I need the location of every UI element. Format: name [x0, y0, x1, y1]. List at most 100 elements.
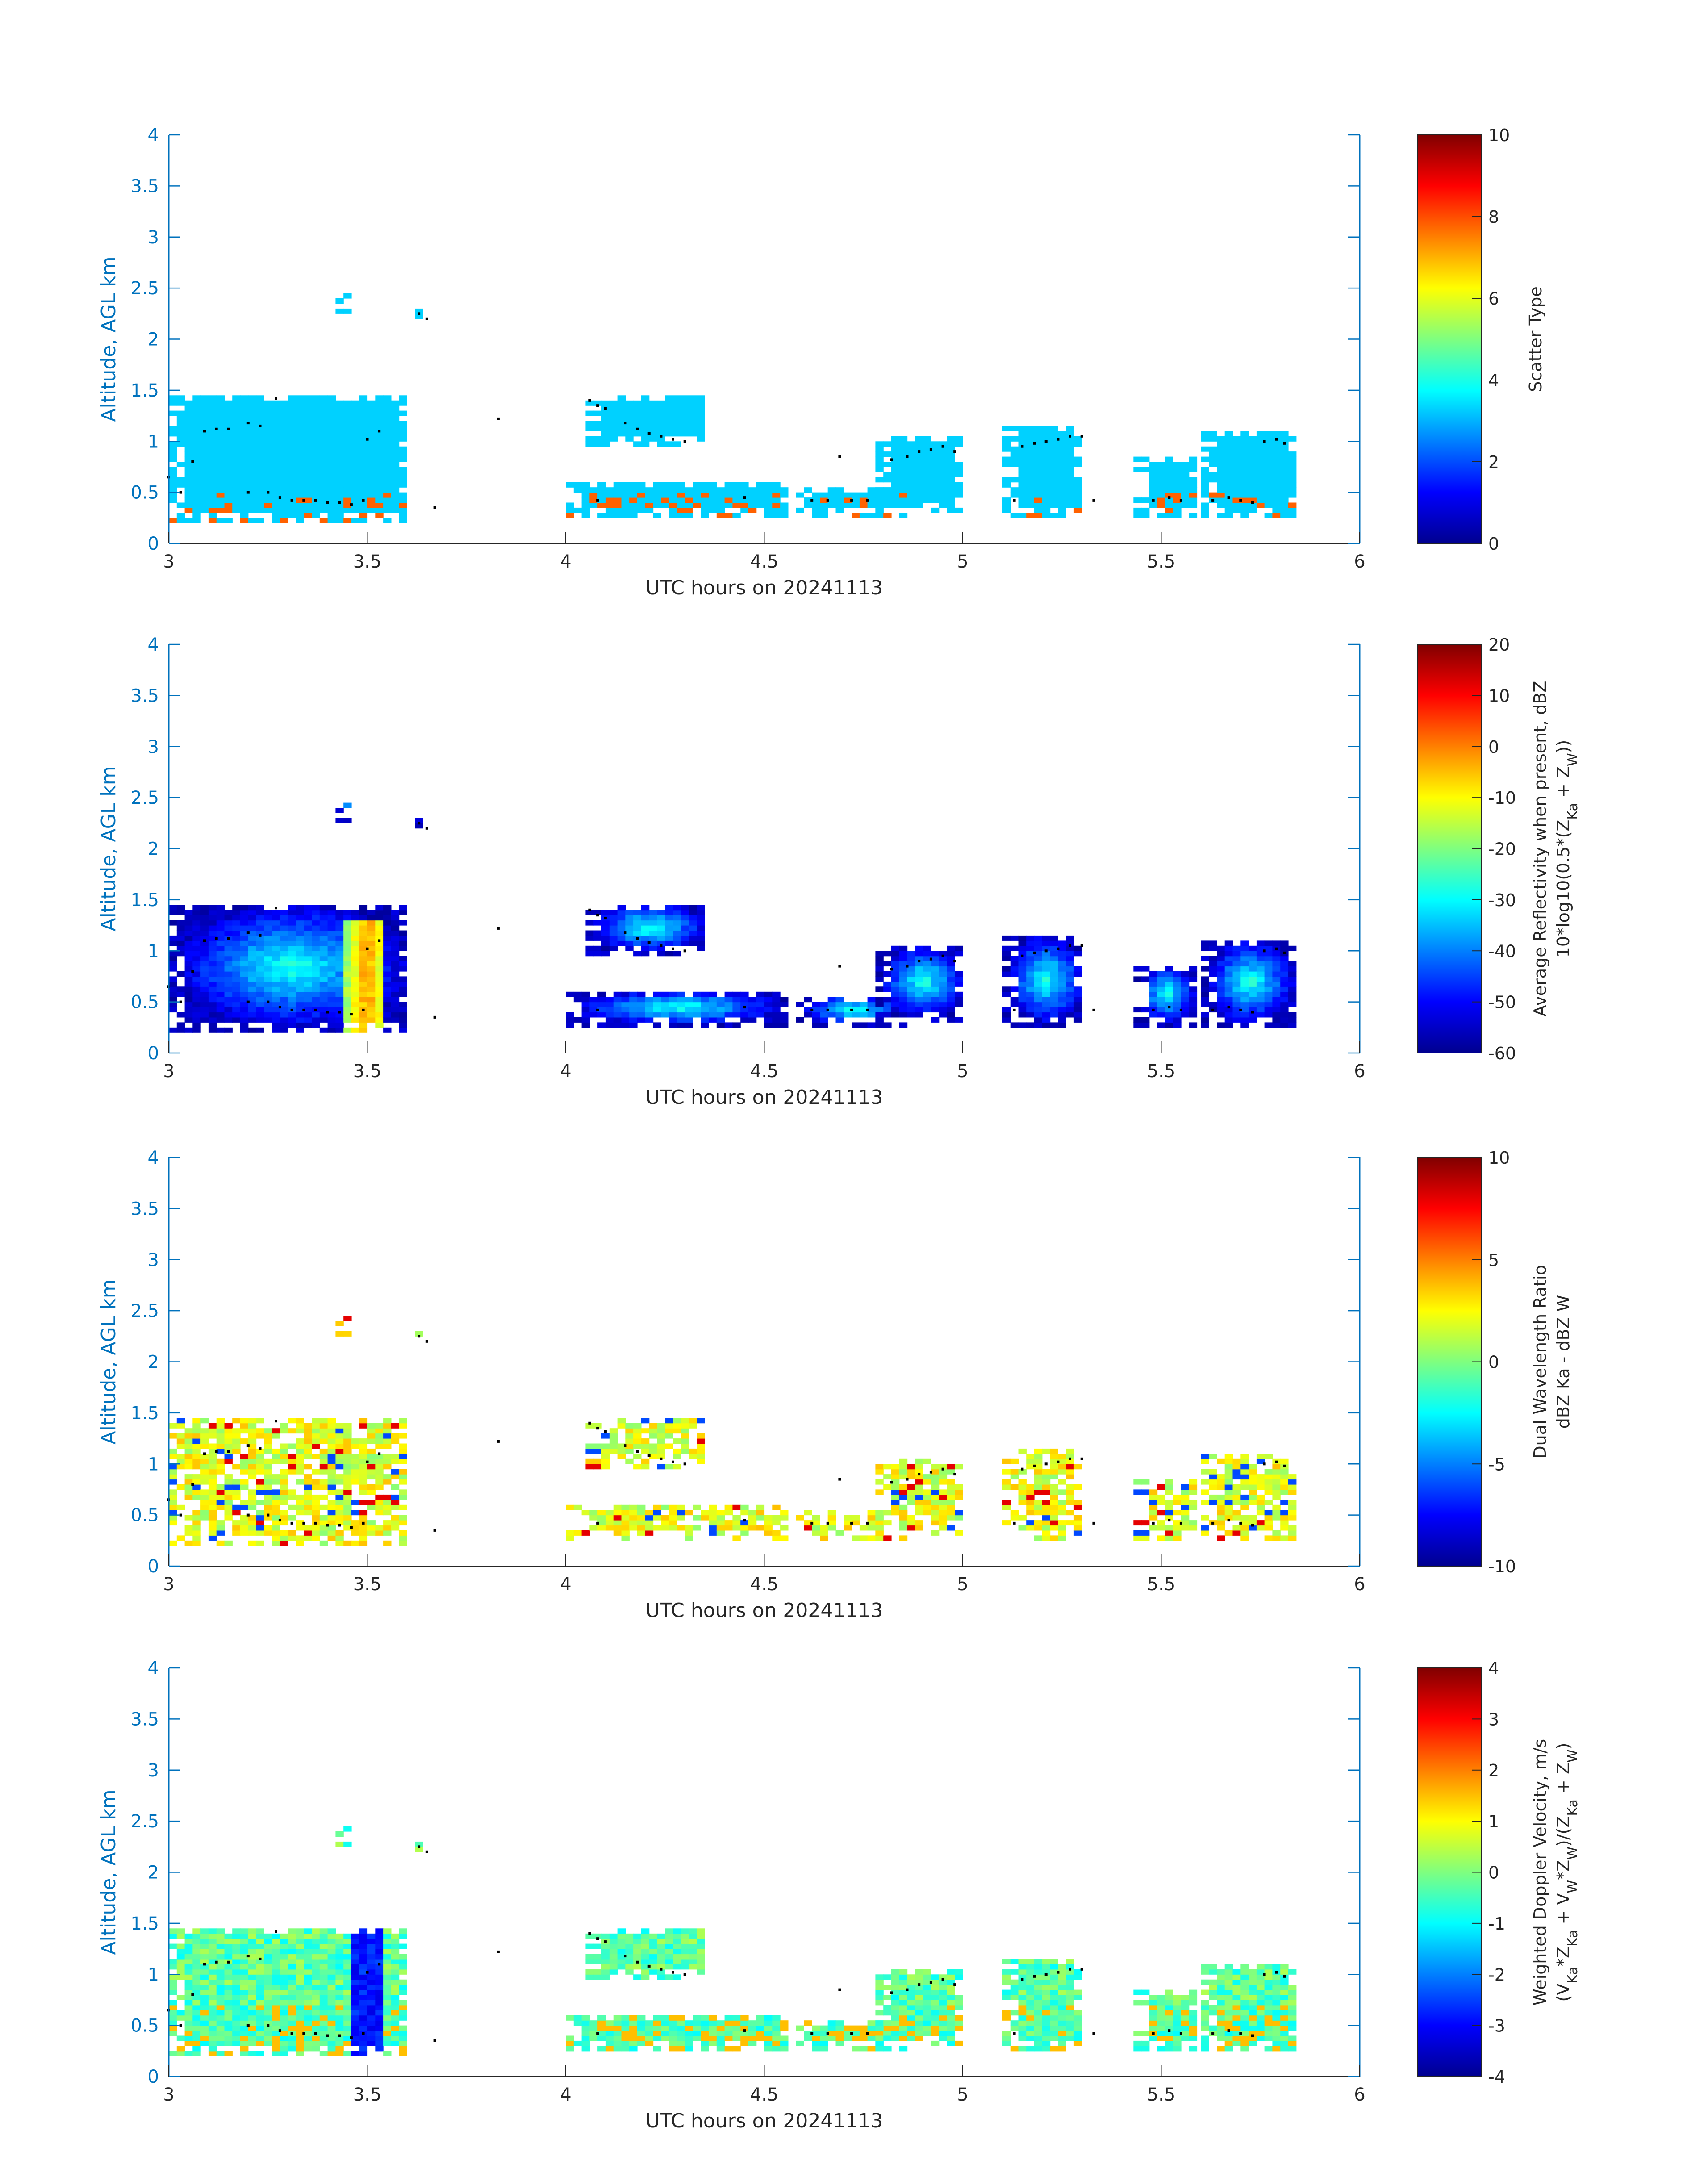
heatmap-cell: [169, 1974, 177, 1980]
heatmap-cell: [923, 966, 931, 972]
heatmap-cell: [208, 1443, 217, 1449]
heatmap-cell: [685, 1530, 693, 1536]
heatmap-cell: [312, 1510, 320, 1516]
heatmap-cell: [248, 518, 257, 523]
heatmap-cell: [1042, 976, 1051, 982]
heatmap-cell: [931, 966, 940, 972]
heatmap-cell: [232, 1979, 241, 1985]
heatmap-cell: [375, 1007, 384, 1013]
heatmap-cell: [359, 1469, 368, 1475]
heatmap-cell: [264, 1489, 272, 1495]
heatmap-cell: [597, 1515, 606, 1521]
heatmap-cell: [1066, 436, 1074, 442]
heatmap-cell: [327, 472, 336, 477]
heatmap-cell: [1066, 472, 1074, 477]
heatmap-cell: [335, 808, 344, 813]
heatmap-cell: [343, 925, 352, 931]
heatmap-cell: [1058, 976, 1066, 982]
heatmap-cell: [605, 497, 614, 503]
heatmap-cell: [192, 1438, 201, 1444]
heatmap-cell: [272, 431, 280, 437]
heatmap-cell: [272, 472, 280, 477]
heatmap-cell: [351, 961, 360, 967]
heatmap-cell: [748, 507, 757, 513]
cloud-base-dot: [1092, 1521, 1095, 1525]
heatmap-cell: [1264, 961, 1273, 967]
heatmap-cell: [1157, 477, 1165, 483]
heatmap-cell: [359, 981, 368, 987]
heatmap-cell: [1149, 472, 1158, 477]
heatmap-cell: [296, 1540, 304, 1546]
heatmap-cell: [304, 1500, 312, 1505]
heatmap-cell: [1217, 1520, 1225, 1526]
heatmap-cell: [701, 1002, 709, 1007]
heatmap-cell: [923, 446, 931, 452]
heatmap-cell: [224, 1933, 233, 1939]
heatmap-cell: [312, 1423, 320, 1429]
heatmap-cell: [224, 1479, 233, 1485]
heatmap-cell: [240, 451, 249, 457]
heatmap-cell: [192, 416, 201, 422]
heatmap-cell: [637, 1510, 646, 1516]
heatmap-cell: [264, 1515, 272, 1521]
heatmap-cell: [256, 986, 264, 992]
heatmap-cell: [208, 930, 217, 936]
heatmap-cell: [296, 945, 304, 951]
heatmap-cell: [367, 1458, 376, 1464]
heatmap-cell: [280, 513, 288, 518]
heatmap-cell: [724, 1022, 733, 1028]
heatmap-cell: [192, 477, 201, 483]
heatmap-cell: [724, 1520, 733, 1526]
heatmap-cell: [264, 1007, 272, 1013]
heatmap-cell: [1050, 1500, 1058, 1505]
heatmap-cell: [375, 1510, 384, 1516]
heatmap-cell: [1249, 487, 1257, 493]
heatmap-cell: [232, 976, 241, 982]
heatmap-cell: [1224, 1515, 1233, 1521]
cloud-base-dot: [906, 965, 909, 968]
heatmap-cell: [772, 991, 781, 997]
heatmap-cell: [327, 1438, 336, 1444]
heatmap-cell: [605, 1002, 614, 1007]
heatmap-cell: [288, 441, 296, 447]
heatmap-cell: [1224, 986, 1233, 992]
heatmap-cell: [1240, 1474, 1249, 1480]
heatmap-cell: [689, 940, 697, 946]
heatmap-cell: [200, 1949, 209, 1955]
heatmap-cell: [1217, 1494, 1225, 1500]
heatmap-cell: [1224, 507, 1233, 513]
heatmap-cell: [327, 940, 336, 946]
heatmap-cell: [633, 940, 642, 946]
heatmap-cell: [613, 507, 622, 513]
heatmap-cell: [657, 1464, 665, 1470]
heatmap-cell: [1050, 997, 1058, 1003]
heatmap-cell: [1058, 502, 1066, 508]
heatmap-cell: [327, 405, 336, 411]
heatmap-cell: [216, 956, 225, 961]
heatmap-cell: [1066, 1500, 1074, 1505]
heatmap-cell: [1264, 991, 1273, 997]
heatmap-cell: [669, 991, 677, 997]
heatmap-cell: [240, 2051, 249, 2056]
heatmap-cell: [256, 451, 264, 457]
heatmap-cell: [923, 462, 931, 467]
heatmap-cell: [891, 991, 900, 997]
heatmap-cell: [1026, 1012, 1035, 1018]
heatmap-cell: [312, 400, 320, 406]
heatmap-cell: [1232, 472, 1241, 477]
heatmap-cell: [192, 2020, 201, 2026]
heatmap-cell: [184, 1949, 193, 1955]
heatmap-cell: [327, 462, 336, 467]
heatmap-cell: [169, 497, 177, 503]
heatmap-cell: [657, 920, 665, 926]
heatmap-cell: [1264, 1022, 1273, 1028]
heatmap-cell: [224, 966, 233, 972]
heatmap-cell: [677, 1510, 685, 1516]
heatmap-cell: [891, 487, 900, 493]
heatmap-cell: [343, 472, 352, 477]
heatmap-cell: [709, 1017, 717, 1023]
cloud-base-dot: [290, 1008, 293, 1011]
heatmap-cell: [1280, 1012, 1289, 1018]
heatmap-cell: [184, 1979, 193, 1985]
heatmap-cell: [248, 1423, 257, 1429]
